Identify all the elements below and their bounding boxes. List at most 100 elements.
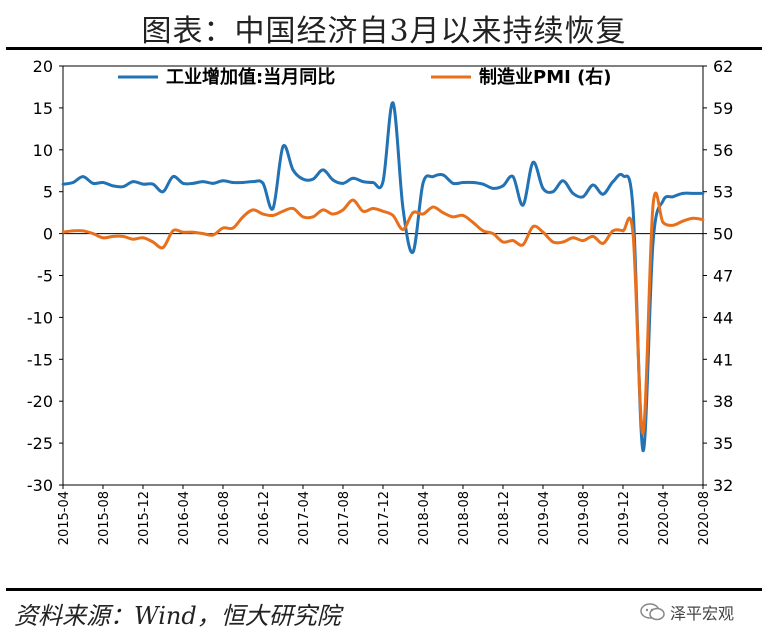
data-point xyxy=(441,173,445,177)
data-point xyxy=(631,207,635,210)
x-tick-label: 2016-12 xyxy=(257,491,272,545)
data-point xyxy=(131,180,135,184)
plot-frame xyxy=(62,65,704,486)
x-tick-label: 2017-12 xyxy=(377,491,392,545)
data-point xyxy=(591,183,595,187)
data-point xyxy=(251,208,255,212)
data-point xyxy=(501,184,505,188)
data-point xyxy=(91,181,95,185)
x-tick-label: 2020-04 xyxy=(657,491,672,545)
data-point xyxy=(461,181,465,184)
data-point xyxy=(221,179,225,183)
data-point xyxy=(661,199,665,203)
data-point xyxy=(61,182,65,186)
data-point xyxy=(201,180,205,184)
x-tick-label: 2018-04 xyxy=(417,491,432,545)
data-point xyxy=(271,214,275,217)
data-point xyxy=(401,207,405,210)
data-point xyxy=(571,236,575,240)
data-point xyxy=(141,236,145,240)
data-point xyxy=(601,241,605,245)
data-point xyxy=(411,211,415,215)
left-tick-label: 15 xyxy=(33,99,53,118)
data-point xyxy=(481,182,485,186)
left-tick-label: -25 xyxy=(27,434,53,453)
data-point xyxy=(211,181,215,185)
data-point xyxy=(241,181,245,184)
data-point xyxy=(81,229,85,233)
data-point xyxy=(71,181,75,184)
data-point xyxy=(511,239,515,242)
data-point xyxy=(551,240,555,244)
x-tick-label: 2015-08 xyxy=(97,491,112,545)
data-point xyxy=(311,215,315,219)
data-point xyxy=(321,168,325,172)
data-point xyxy=(681,219,685,223)
data-point xyxy=(331,212,335,216)
data-point xyxy=(231,181,235,184)
left-tick-label: 5 xyxy=(43,183,53,202)
data-point xyxy=(111,184,115,188)
data-point xyxy=(201,232,205,236)
data-point xyxy=(431,205,435,209)
data-point xyxy=(151,240,155,244)
data-point xyxy=(611,180,615,184)
data-point xyxy=(371,181,375,184)
data-point xyxy=(281,209,285,213)
data-point xyxy=(361,180,365,184)
x-tick-label: 2018-08 xyxy=(457,491,472,545)
data-point xyxy=(351,198,355,202)
brand-watermark: 泽平宏观 xyxy=(640,600,734,624)
data-point xyxy=(641,431,645,435)
data-point xyxy=(301,177,305,181)
brand-name: 泽平宏观 xyxy=(670,604,735,623)
data-point xyxy=(341,181,345,185)
data-point xyxy=(281,145,285,148)
data-point xyxy=(361,209,365,213)
data-point xyxy=(511,175,515,179)
data-point xyxy=(431,175,435,179)
x-tick-label: 2020-08 xyxy=(697,491,712,545)
data-point xyxy=(321,208,325,212)
data-point xyxy=(151,182,155,186)
pmi-series-line xyxy=(62,191,704,435)
data-point xyxy=(581,239,585,242)
chart-series xyxy=(61,101,705,453)
data-point xyxy=(391,214,395,217)
data-point xyxy=(81,175,85,179)
data-point xyxy=(371,207,375,210)
data-point xyxy=(471,181,475,184)
x-tick-label: 2017-08 xyxy=(337,491,352,545)
data-point xyxy=(121,234,125,238)
data-point xyxy=(531,225,535,229)
data-point xyxy=(181,181,185,185)
data-point xyxy=(411,250,415,254)
data-point xyxy=(651,204,655,208)
left-tick-label: -30 xyxy=(27,476,53,495)
right-tick-label: 38 xyxy=(713,392,733,411)
data-point xyxy=(691,191,695,195)
data-point xyxy=(231,226,235,230)
data-point xyxy=(561,240,565,244)
data-point xyxy=(611,229,615,233)
x-tick-label: 2016-04 xyxy=(177,491,192,545)
data-point xyxy=(131,237,135,241)
data-point xyxy=(181,230,185,234)
data-point xyxy=(171,175,175,179)
ip-yoy-points xyxy=(61,101,705,453)
data-point xyxy=(521,243,525,247)
data-point xyxy=(161,190,165,194)
data-point xyxy=(271,207,275,210)
data-point xyxy=(61,230,65,234)
data-point xyxy=(451,181,455,185)
x-tick-label: 2019-08 xyxy=(577,491,592,545)
x-tick-label: 2019-12 xyxy=(617,491,632,545)
data-point xyxy=(591,234,595,238)
left-tick-label: 20 xyxy=(33,57,53,76)
legend-label-ip: 工业增加值:当月同比 xyxy=(166,66,335,88)
data-point xyxy=(541,230,545,234)
data-point xyxy=(121,185,125,189)
data-point xyxy=(381,180,385,184)
x-tick-label: 2019-04 xyxy=(537,491,552,545)
data-point xyxy=(671,195,675,199)
